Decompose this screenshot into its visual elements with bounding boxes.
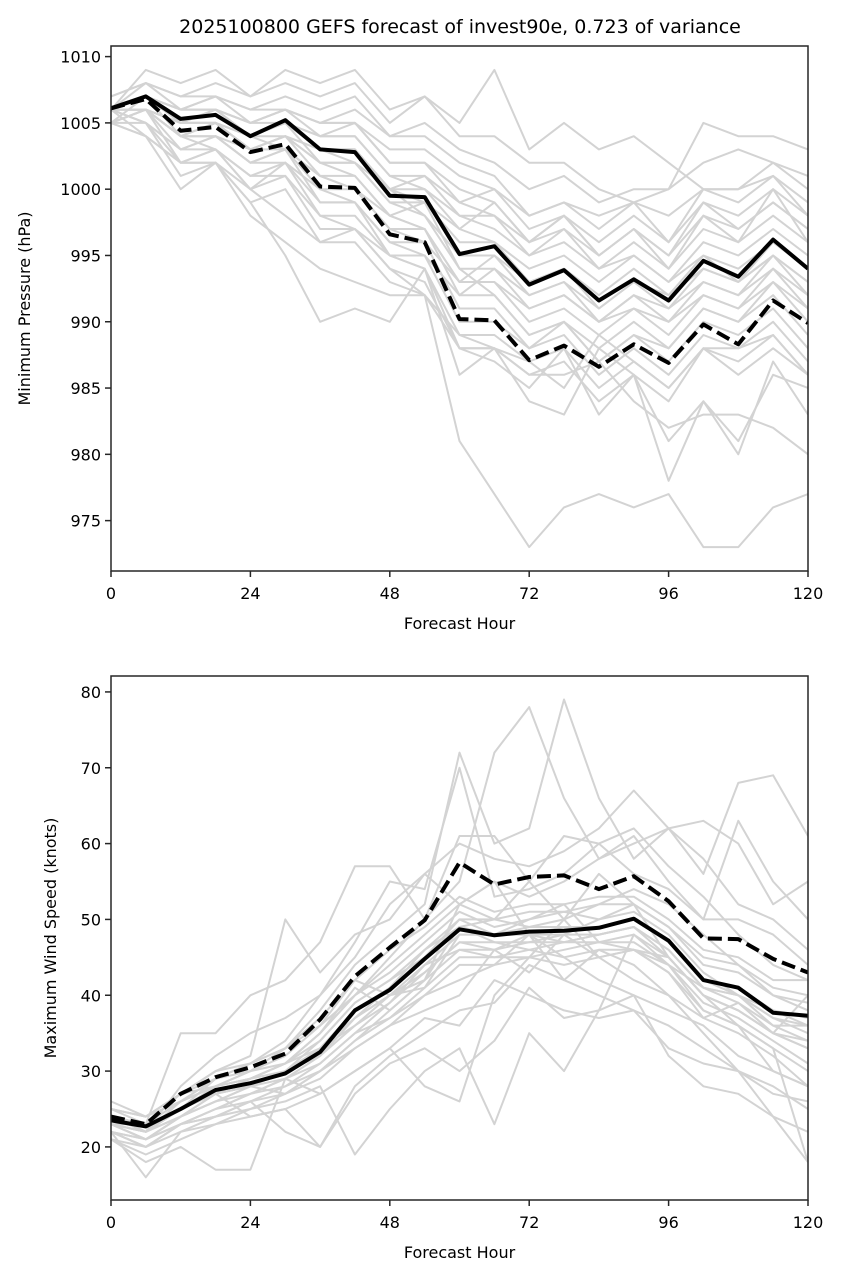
wind-member-line: [111, 789, 808, 1126]
y-tick-label: 70: [81, 759, 101, 778]
wind-ensemble-mean-line: [111, 916, 808, 1129]
pressure-mean-lines: [111, 94, 808, 369]
y-tick-label: 30: [81, 1062, 101, 1081]
wind-mean-lines: [111, 860, 808, 1129]
wind-member-line: [111, 698, 808, 1133]
wind-y-axis-label: Maximum Wind Speed (knots): [41, 818, 60, 1059]
x-tick-label: 96: [658, 1213, 678, 1232]
chart-title: 2025100800 GEFS forecast of invest90e, 0…: [179, 16, 741, 38]
wind-axes-frame: [110, 675, 809, 1201]
wind-member-line: [111, 918, 808, 1141]
y-tick-label: 60: [81, 835, 101, 854]
y-tick-label: 50: [81, 910, 101, 929]
pressure-member-line: [111, 95, 808, 323]
pressure-member-line: [111, 95, 808, 244]
wind-member-line: [111, 926, 808, 1133]
y-tick-label: 995: [70, 246, 101, 265]
x-tick-label: 96: [658, 584, 678, 603]
y-tick-label: 1010: [60, 48, 101, 67]
pressure-weighted-mean-line: [111, 97, 808, 369]
y-tick-label: 990: [70, 313, 101, 332]
pressure-member-line: [111, 95, 808, 244]
wind-weighted-mean-line: [111, 860, 808, 1127]
pressure-member-line: [111, 108, 808, 389]
pressure-member-line: [111, 95, 808, 270]
wind-member-line: [111, 933, 808, 1126]
pressure-member-line: [111, 82, 808, 363]
y-tick-label: 20: [81, 1138, 101, 1157]
pressure-member-line: [111, 108, 808, 336]
x-tick-label: 72: [519, 1213, 539, 1232]
x-tick-label: 120: [793, 584, 824, 603]
wind-member-line: [111, 986, 808, 1148]
wind-member-line: [111, 706, 808, 1141]
pressure-member-line: [111, 95, 808, 257]
x-tick-label: 120: [793, 1213, 824, 1232]
x-tick-label: 48: [380, 1213, 400, 1232]
x-tick-label: 24: [240, 584, 260, 603]
wind-member-line: [111, 903, 808, 1118]
pressure-ensemble-mean-line: [111, 94, 808, 303]
y-tick-label: 1005: [60, 114, 101, 133]
x-tick-label: 0: [106, 1213, 116, 1232]
wind-member-line: [111, 979, 808, 1163]
pressure-x-ticks: 0 24 48 72 96 120: [106, 571, 823, 603]
pressure-member-line: [111, 68, 808, 191]
pressure-member-lines: [111, 68, 808, 549]
pressure-member-line: [111, 95, 808, 217]
pressure-member-line: [111, 95, 808, 297]
wind-member-line: [111, 910, 808, 1148]
pressure-y-ticks: 975 980 985 990 995 1000 1005 1010: [60, 48, 111, 531]
y-tick-label: 40: [81, 986, 101, 1005]
wind-member-line: [111, 948, 808, 1148]
wind-x-ticks: 0 24 48 72 96 120: [106, 1200, 823, 1232]
wind-x-axis-label: Forecast Hour: [404, 1243, 516, 1262]
pressure-x-axis-label: Forecast Hour: [404, 614, 516, 633]
wind-member-line: [111, 903, 808, 1118]
y-tick-label: 975: [70, 512, 101, 531]
wind-y-ticks: 20 30 40 50 60 70 80: [81, 683, 111, 1157]
x-tick-label: 24: [240, 1213, 260, 1232]
pressure-member-line: [111, 68, 808, 204]
pressure-member-line: [111, 82, 808, 204]
pressure-member-line: [111, 108, 808, 257]
pressure-panel: 0 24 48 72 96 120 975 980 985 990 995 1000 1005 1010…: [15, 45, 823, 633]
wind-member-line: [111, 948, 808, 1148]
x-tick-label: 0: [106, 584, 116, 603]
pressure-member-line: [111, 108, 808, 323]
y-tick-label: 980: [70, 445, 101, 464]
wind-member-line: [111, 933, 808, 1179]
wind-member-line: [111, 895, 808, 1118]
x-tick-label: 48: [380, 584, 400, 603]
pressure-member-line: [111, 108, 808, 549]
pressure-axes-frame: [110, 45, 809, 572]
wind-member-lines: [111, 698, 808, 1179]
y-tick-label: 1000: [60, 180, 101, 199]
wind-member-line: [111, 926, 808, 1133]
pressure-y-axis-label: Minimum Pressure (hPa): [15, 212, 34, 406]
pressure-member-line: [111, 108, 808, 456]
x-tick-label: 72: [519, 584, 539, 603]
wind-panel: 0 24 48 72 96 120 20 30 40 50 60 70 80 Forecast Hou…: [41, 675, 823, 1262]
y-tick-label: 80: [81, 683, 101, 702]
wind-member-line: [111, 933, 808, 1148]
y-tick-label: 985: [70, 379, 101, 398]
